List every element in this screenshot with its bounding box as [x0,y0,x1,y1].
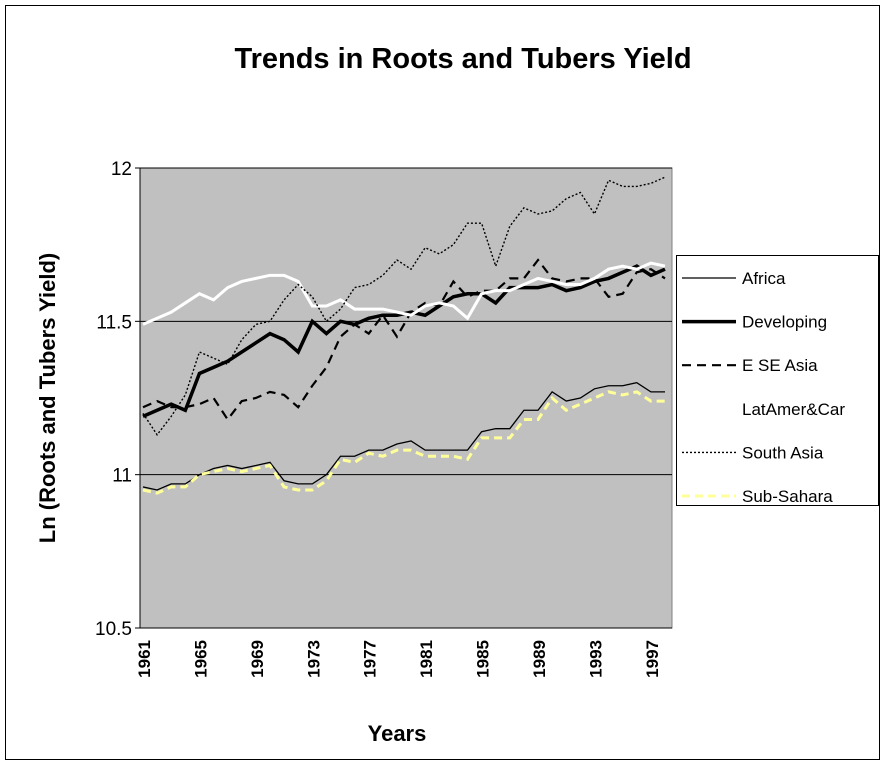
y-tick-label: 12 [111,159,132,180]
x-tick-label: 1989 [530,640,549,678]
x-tick-label: 1993 [586,640,605,678]
y-tick-label: 11.5 [96,312,132,333]
legend-label: LatAmer&Car [742,400,845,419]
series-line [142,261,666,326]
y-tick-label: 11 [112,466,132,487]
x-tick-label: 1977 [361,640,380,678]
x-tick-label: 1997 [643,640,662,678]
legend-label: Sub-Sahara [742,487,833,506]
y-axis-title: Ln (Roots and Tubers Yield) [35,253,60,544]
legend-label: Africa [742,269,786,288]
x-tick-label: 1965 [191,640,210,678]
series-line [142,381,665,491]
plot-area [139,167,673,629]
x-tick-label: 1985 [474,640,493,678]
legend [676,255,879,506]
legend-label: South Asia [742,443,824,462]
legend-label: Developing [742,313,827,332]
x-tick-label: 1981 [417,640,436,678]
x-tick-label: 1969 [248,640,267,678]
series-line [142,176,666,437]
legend-label: E SE Asia [742,356,818,375]
y-tick-label: 10.5 [95,619,132,640]
x-axis-title: Years [368,721,427,746]
x-tick-label: 1973 [304,640,323,678]
chart-title: Trends in Roots and Tubers Yield [234,43,691,75]
x-tick-label: 1961 [135,640,154,678]
series-line [142,390,665,495]
series-line [142,258,666,422]
